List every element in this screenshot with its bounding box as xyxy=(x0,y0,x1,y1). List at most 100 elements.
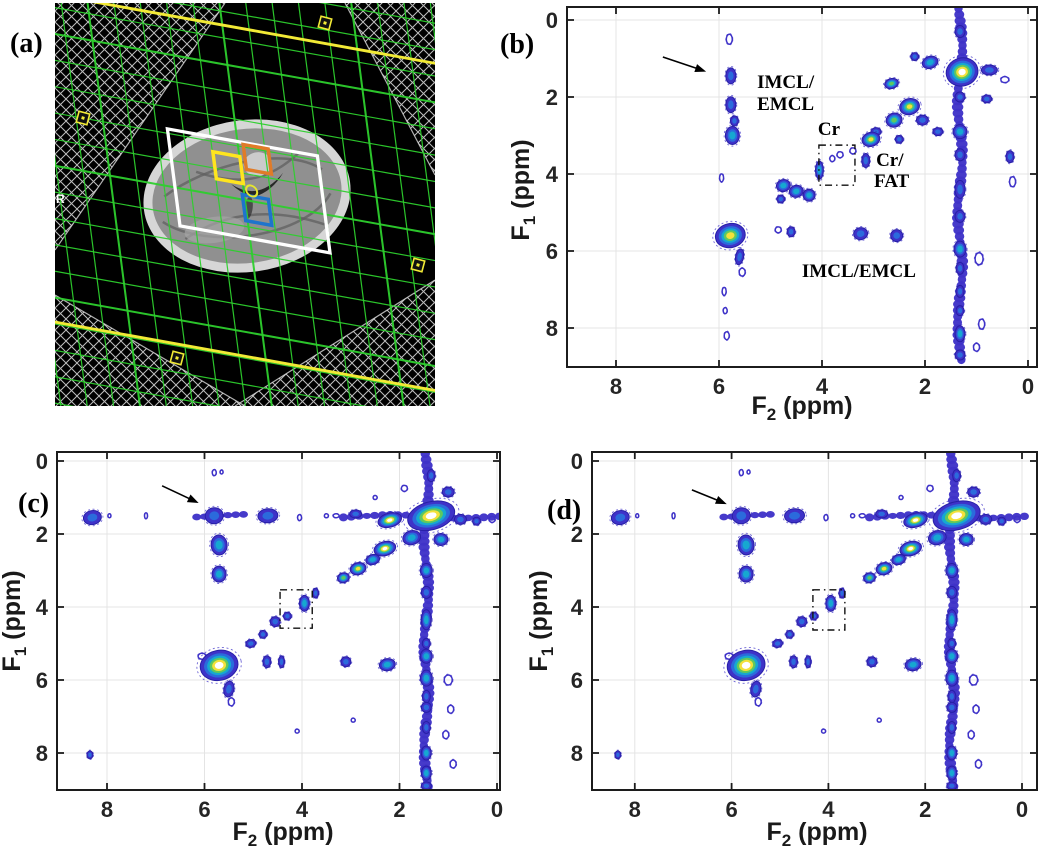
contour-peak xyxy=(718,172,725,184)
contour-peak xyxy=(419,607,433,633)
annotation-arrow xyxy=(691,489,727,505)
contour-peak xyxy=(671,511,676,520)
contour-peak xyxy=(282,610,293,622)
voxel-yellow[interactable] xyxy=(210,149,246,186)
contour-peak xyxy=(836,150,845,159)
contour-peak xyxy=(942,54,982,90)
contour-peak xyxy=(788,654,799,670)
contour-peak xyxy=(951,468,962,484)
contour-peak xyxy=(774,225,783,234)
panel-label-c: (c) xyxy=(18,488,49,519)
contour-peak xyxy=(440,485,456,499)
contour-peak xyxy=(909,51,920,62)
contour-peak xyxy=(897,96,922,117)
contour-peak xyxy=(452,513,468,526)
axis-label: F1 (ppm) xyxy=(0,570,30,671)
contour-peak xyxy=(784,629,795,640)
y-tick-label: 0 xyxy=(36,449,48,474)
contour-peak xyxy=(865,655,879,669)
contour-peak xyxy=(737,564,755,585)
contour-peak xyxy=(350,717,356,723)
contour-peak xyxy=(851,226,870,242)
contour-peak xyxy=(801,187,817,203)
contour-peak xyxy=(945,744,959,762)
contour-peak xyxy=(945,701,959,714)
center-marker-circle xyxy=(245,184,259,198)
t1-noise-streak xyxy=(951,7,969,365)
contour-peak xyxy=(890,553,908,567)
x-tick-label: 8 xyxy=(610,374,622,399)
contour-peak xyxy=(874,508,890,520)
contour-peak xyxy=(977,317,986,331)
contour-peak xyxy=(787,183,805,199)
contour-peak xyxy=(219,469,224,475)
contour-peak xyxy=(348,508,364,520)
contour-peak xyxy=(419,744,433,762)
contour-peak xyxy=(823,513,829,522)
contour-peak xyxy=(782,507,807,525)
contour-peak xyxy=(244,638,258,649)
tick-marks xyxy=(567,7,1037,367)
x-tick-label: 2 xyxy=(919,797,931,822)
contour-peak xyxy=(729,114,740,128)
x-tick-label: 4 xyxy=(822,797,835,822)
fov-handle[interactable] xyxy=(410,257,426,273)
y-tick-label: 0 xyxy=(571,449,583,474)
contour-peak xyxy=(209,532,230,558)
contour-peak xyxy=(953,147,967,163)
contour-peak xyxy=(795,615,809,628)
contour-peak xyxy=(820,728,827,734)
contour-peak xyxy=(268,615,282,628)
x-tick-label: 6 xyxy=(713,374,725,399)
contour-peak xyxy=(196,647,242,684)
contour-peak xyxy=(443,673,454,687)
contour-peak xyxy=(441,729,450,740)
contour-peak xyxy=(294,728,300,734)
fov-box[interactable] xyxy=(0,0,546,410)
contour-peak xyxy=(81,508,104,527)
contour-peak xyxy=(419,764,433,782)
contour-peak xyxy=(255,507,281,525)
contour-peak xyxy=(945,584,959,600)
axis-label: F1 (ppm) xyxy=(507,139,539,240)
contour-peak xyxy=(488,515,497,524)
contour-peak xyxy=(323,512,330,519)
contour-peak xyxy=(944,561,960,580)
y-tick-label: 4 xyxy=(546,162,559,187)
contour-peak xyxy=(889,228,905,244)
tick-marks xyxy=(592,452,1037,790)
peak-annotation: Cr xyxy=(818,119,841,140)
contour-peak xyxy=(967,729,976,740)
x-tick-label: 0 xyxy=(1022,374,1034,399)
contour-peak xyxy=(901,510,930,530)
contour-peak xyxy=(951,122,969,141)
voxel-orange[interactable] xyxy=(241,142,274,177)
contour-peak xyxy=(944,647,960,665)
contour-peak xyxy=(804,654,813,670)
fov-handle[interactable] xyxy=(75,110,91,126)
contour-peak xyxy=(210,564,228,585)
contour-peak xyxy=(999,75,1010,84)
contour-peak xyxy=(107,512,112,519)
contour-peak xyxy=(634,512,640,519)
contour-peak xyxy=(257,629,269,640)
contour-peak xyxy=(953,208,967,224)
contour-peak xyxy=(296,513,303,522)
voi-box[interactable] xyxy=(165,126,332,255)
fov-handle[interactable] xyxy=(169,350,185,366)
contour-peak xyxy=(808,610,820,622)
contour-peak xyxy=(954,260,966,276)
contour-peak xyxy=(957,531,976,548)
contour-peak xyxy=(928,497,985,534)
contour-peak xyxy=(954,283,966,299)
fov-handle[interactable] xyxy=(317,15,333,31)
contour-peak xyxy=(712,220,749,251)
contour-peak xyxy=(974,758,983,770)
contour-peak xyxy=(926,528,949,547)
contour-peak xyxy=(953,178,967,201)
contour-peak xyxy=(774,177,793,194)
contour-peak xyxy=(723,647,769,684)
contour-peak xyxy=(143,511,149,520)
